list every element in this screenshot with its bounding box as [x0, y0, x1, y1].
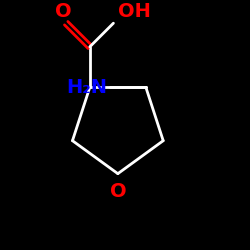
Text: O: O: [110, 182, 126, 201]
Text: H₂N: H₂N: [67, 78, 108, 97]
Text: OH: OH: [118, 2, 151, 21]
Text: O: O: [56, 2, 72, 21]
